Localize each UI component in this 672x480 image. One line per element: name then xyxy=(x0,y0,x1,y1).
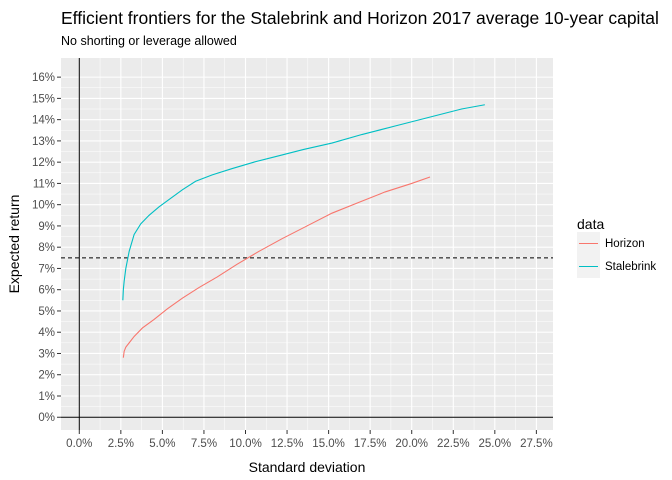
y-tick-label: 14% xyxy=(32,115,55,127)
y-tick-label: 5% xyxy=(38,306,55,318)
legend-label-stalebrink: Stalebrink xyxy=(605,261,656,273)
y-tick-label: 12% xyxy=(32,157,55,169)
y-tick-label: 13% xyxy=(32,136,55,148)
y-tick-label: 0% xyxy=(38,412,55,424)
y-tick-label: 10% xyxy=(32,200,55,212)
x-tick-label: 17.5% xyxy=(354,438,387,450)
x-tick-label: 12.5% xyxy=(271,438,304,450)
y-tick-label: 4% xyxy=(38,327,55,339)
y-tick-label: 6% xyxy=(38,285,55,297)
y-tick-label: 11% xyxy=(33,178,55,190)
x-tick-label: 7.5% xyxy=(191,438,217,450)
chart-subtitle: No shorting or leverage allowed xyxy=(61,34,237,48)
x-tick-label: 0.0% xyxy=(66,438,92,450)
x-tick-label: 25.0% xyxy=(479,438,512,450)
y-tick-label: 15% xyxy=(32,93,55,105)
y-tick-label: 3% xyxy=(38,348,55,360)
y-tick-label: 7% xyxy=(38,263,55,275)
x-tick-label: 27.5% xyxy=(520,438,553,450)
x-tick-label: 5.0% xyxy=(149,438,175,450)
y-tick-label: 8% xyxy=(38,242,55,254)
legend-label-horizon: Horizon xyxy=(605,238,645,250)
x-tick-label: 15.0% xyxy=(312,438,345,450)
y-axis-title: Expected return xyxy=(6,195,22,294)
chart-title: Efficient frontiers for the Stalebrink a… xyxy=(61,8,659,28)
x-tick-label: 10.0% xyxy=(229,438,262,450)
x-tick-label: 22.5% xyxy=(437,438,470,450)
y-tick-label: 16% xyxy=(32,72,55,84)
x-tick-label: 2.5% xyxy=(108,438,134,450)
series-line-horizon xyxy=(122,176,431,358)
legend-title: data xyxy=(577,216,604,232)
y-tick-label: 2% xyxy=(38,370,55,382)
series-line-stalebrink xyxy=(122,104,485,301)
y-tick-label: 9% xyxy=(38,221,55,233)
legend: data Horizon Stalebrink xyxy=(577,216,656,278)
x-axis-title: Standard deviation xyxy=(249,459,366,475)
y-tick-label: 1% xyxy=(38,391,55,403)
x-tick-label: 20.0% xyxy=(395,438,428,450)
